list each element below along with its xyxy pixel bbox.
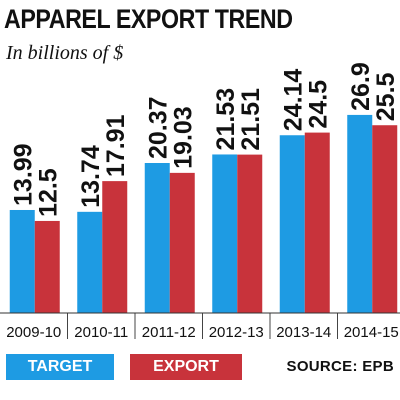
legend: TARGET EXPORT: [0, 354, 400, 380]
bar-target-2011-12: [144, 163, 170, 313]
bar-export-2014-15: [372, 125, 398, 314]
value-label-target-2009-10: 13.99: [9, 143, 37, 206]
bar-target-2012-13: [212, 154, 238, 313]
bar-export-2009-10: [34, 220, 60, 313]
value-label-target-2010-11: 13.74: [77, 145, 105, 208]
x-tick-label-2013-14: 2013-14: [276, 324, 331, 341]
x-tick-label-2010-11: 2010-11: [74, 324, 128, 341]
bar-target-2009-10: [9, 209, 35, 313]
chart-title: APPAREL EXPORT TREND: [4, 4, 293, 34]
value-label-target-2012-13: 21.53: [212, 88, 240, 151]
bar-target-2014-15: [347, 114, 373, 313]
x-tick-label-2011-12: 2011-12: [142, 324, 196, 341]
x-tick-label-2009-10: 2009-10: [6, 324, 61, 341]
value-label-target-2013-14: 24.14: [279, 69, 307, 132]
value-label-export-2010-11: 17.91: [102, 114, 130, 177]
bar-export-2013-14: [304, 132, 330, 313]
value-label-export-2012-13: 21.51: [237, 88, 265, 151]
legend-target: TARGET: [6, 354, 114, 380]
x-tick-label-2012-13: 2012-13: [209, 324, 264, 341]
x-tick-label-2014-15: 2014-15: [344, 324, 399, 341]
legend-export: EXPORT: [130, 354, 242, 380]
value-label-export-2009-10: 12.5: [34, 168, 62, 217]
bar-export-2010-11: [102, 181, 128, 313]
value-label-target-2011-12: 20.37: [144, 96, 172, 159]
value-label-export-2011-12: 19.03: [169, 106, 197, 169]
source-note: SOURCE: EPB: [286, 358, 394, 375]
chart-subtitle: In billions of $: [6, 42, 124, 64]
value-label-target-2014-15: 26.9: [347, 62, 375, 111]
bar-target-2010-11: [77, 211, 103, 313]
bar-export-2012-13: [237, 154, 263, 313]
value-label-export-2013-14: 24.5: [304, 80, 332, 129]
bar-export-2011-12: [169, 172, 195, 313]
bar-target-2013-14: [279, 135, 305, 313]
value-label-export-2014-15: 25.5: [372, 72, 400, 121]
